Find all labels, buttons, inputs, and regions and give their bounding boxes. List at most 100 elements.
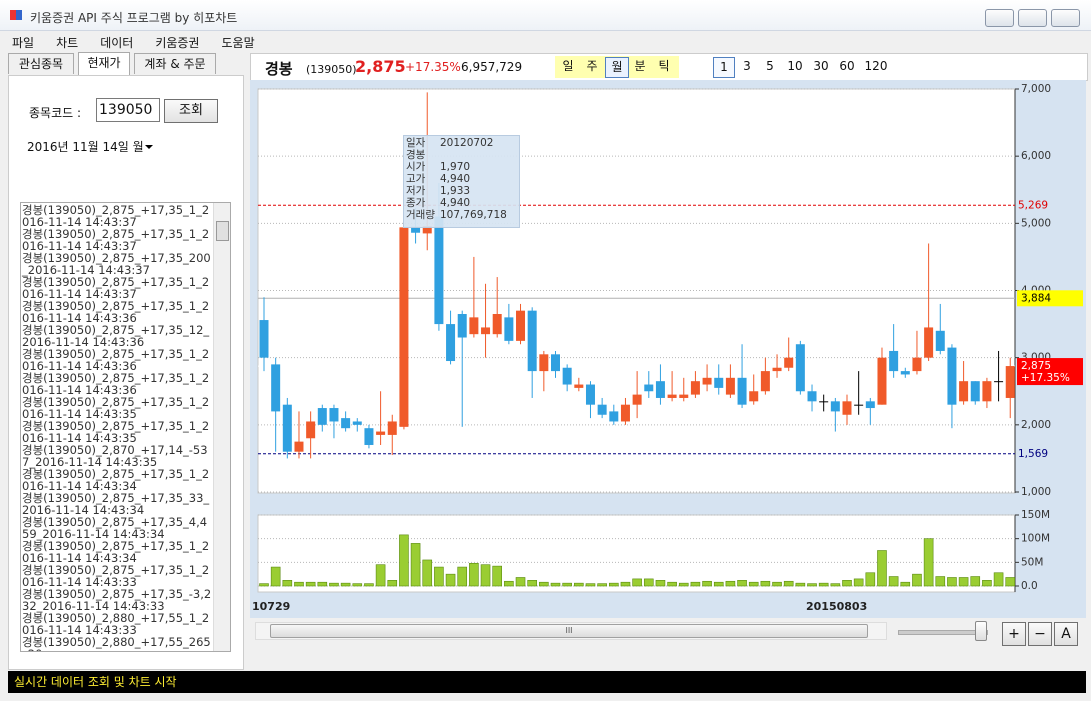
menu-item[interactable]: 파일 bbox=[12, 36, 35, 50]
scroll-thumb[interactable] bbox=[216, 221, 229, 241]
candle-body bbox=[551, 354, 560, 372]
zoom-out-button[interactable]: − bbox=[1028, 622, 1052, 646]
log-item: 경봉(139050)_2,875_+17,35_1_2016-11-14 14:… bbox=[22, 203, 210, 229]
minute-button[interactable]: 1 bbox=[713, 57, 735, 78]
price: 2,875 bbox=[355, 57, 406, 76]
volume-bar bbox=[457, 566, 468, 587]
horizontal-scrollbar[interactable]: III bbox=[255, 622, 887, 640]
minute-button[interactable]: 120 bbox=[864, 59, 888, 73]
x-label: 20150803 bbox=[806, 600, 868, 613]
volume-bar bbox=[294, 581, 304, 587]
volume-bar bbox=[422, 559, 433, 587]
candle-body bbox=[527, 310, 537, 372]
tooltip-key: 종가 bbox=[406, 197, 426, 209]
x-label: 10729 bbox=[252, 600, 291, 613]
close-button[interactable] bbox=[1051, 9, 1080, 27]
log-item: 경봉(139050)_2,875_+17,35_1_2016-11-14 14:… bbox=[22, 347, 210, 373]
minute-button[interactable]: 60 bbox=[839, 59, 855, 73]
minute-button[interactable]: 30 bbox=[813, 59, 829, 73]
menu-item[interactable]: 도움말 bbox=[221, 36, 255, 50]
candle-body bbox=[749, 391, 759, 402]
volume-bar bbox=[364, 583, 374, 587]
volume-bar bbox=[550, 582, 561, 587]
period-button[interactable]: 월 bbox=[605, 57, 629, 78]
candle-body bbox=[259, 320, 269, 358]
zoom-in-button[interactable]: + bbox=[1002, 622, 1026, 646]
volume-bar bbox=[865, 572, 876, 587]
y-tick-label: 6,000 bbox=[1021, 150, 1051, 162]
volume-bar bbox=[1005, 577, 1016, 587]
tooltip-key: 고가 bbox=[406, 173, 426, 185]
volume-bar bbox=[655, 580, 666, 587]
log-item: 경봉(139050)_2,875_+17,35_12_2016-11-14 14… bbox=[22, 323, 210, 349]
volume-bar bbox=[259, 583, 269, 587]
minute-button[interactable]: 5 bbox=[766, 59, 774, 73]
volume-bar bbox=[690, 581, 701, 587]
volume-bar bbox=[632, 578, 642, 587]
volume-bar bbox=[947, 577, 957, 587]
maximize-button[interactable] bbox=[1018, 9, 1047, 27]
period-button[interactable]: 일 bbox=[562, 59, 574, 73]
candle-body bbox=[644, 384, 654, 392]
period-button[interactable]: 주 bbox=[586, 59, 598, 73]
window-title: 키움증권 API 주식 프로그램 by 히포차트 bbox=[30, 11, 238, 25]
y-tick-label: 3,000 bbox=[1021, 352, 1051, 364]
tooltip-row: 종가 4,940 bbox=[406, 197, 517, 209]
period-button[interactable]: 분 bbox=[634, 59, 646, 73]
minimize-button[interactable] bbox=[985, 9, 1014, 27]
tooltip-row: 거래량 107,769,718 bbox=[406, 209, 517, 221]
tooltip-row: 시가 1,970 bbox=[406, 161, 517, 173]
code-input[interactable]: 139050 bbox=[96, 98, 160, 122]
candle-body bbox=[900, 371, 910, 375]
menu-item[interactable]: 키움증권 bbox=[155, 36, 200, 50]
lookup-button[interactable]: 조회 bbox=[164, 99, 218, 123]
volume-bar bbox=[492, 565, 503, 587]
scrollbar[interactable] bbox=[213, 203, 230, 651]
log-item: 경봉(139050)_2,875_+17,35_1_2016-11-14 14:… bbox=[22, 563, 210, 589]
minute-button[interactable]: 3 bbox=[743, 59, 751, 73]
volume-bar bbox=[842, 580, 852, 587]
log-item: 경봉(139050)_2,875_+17,35_1_2016-11-14 14:… bbox=[22, 275, 210, 301]
zoom-slider[interactable] bbox=[898, 630, 988, 635]
tab[interactable]: 계좌 & 주문 bbox=[134, 53, 216, 74]
volume-bar bbox=[340, 582, 351, 587]
menu-item[interactable]: 차트 bbox=[56, 36, 79, 50]
log-item: 경봉(139050)_2,875_+17,35_1_2016-11-14 14:… bbox=[22, 227, 210, 253]
volume-bar bbox=[527, 580, 537, 587]
volume-bar bbox=[888, 576, 899, 587]
code-label: 종목코드 : bbox=[29, 106, 82, 120]
candle-body bbox=[725, 377, 735, 395]
volume-bar bbox=[760, 580, 771, 587]
app-icon bbox=[10, 10, 22, 20]
tooltip-key: 시가 bbox=[406, 161, 426, 173]
slider-thumb[interactable] bbox=[975, 621, 987, 641]
volume-bar bbox=[667, 581, 677, 587]
candle-body bbox=[399, 227, 409, 427]
change: +17.35% bbox=[405, 60, 461, 74]
volume-bar bbox=[795, 582, 806, 587]
candle-body bbox=[294, 441, 304, 452]
volume-bar bbox=[270, 566, 281, 587]
minute-button[interactable]: 10 bbox=[787, 59, 803, 73]
volume-bar bbox=[737, 580, 747, 587]
y-tick-label: 5,000 bbox=[1021, 217, 1051, 229]
period-button[interactable]: 틱 bbox=[658, 59, 670, 73]
change-label: +17.35% bbox=[1021, 372, 1070, 384]
volume-bar bbox=[480, 564, 491, 587]
candle-body bbox=[690, 381, 700, 395]
candle-body bbox=[539, 354, 549, 372]
candle-body bbox=[434, 216, 444, 325]
volume-bar bbox=[410, 543, 421, 587]
menu-item[interactable]: 데이터 bbox=[100, 36, 134, 50]
tab[interactable]: 관심종목 bbox=[8, 53, 74, 74]
candle-body bbox=[947, 347, 957, 405]
auto-button[interactable]: A bbox=[1054, 622, 1078, 646]
stock-name: 경봉 bbox=[265, 60, 293, 78]
candle-body bbox=[457, 314, 467, 338]
scroll-thumb[interactable]: III bbox=[270, 624, 868, 638]
candle-body bbox=[784, 357, 794, 368]
candle-body bbox=[807, 391, 817, 402]
candle-body bbox=[854, 404, 864, 406]
tab[interactable]: 현재가 bbox=[78, 52, 130, 75]
date-picker[interactable]: 2016년 11월 14일 월 bbox=[27, 138, 155, 156]
